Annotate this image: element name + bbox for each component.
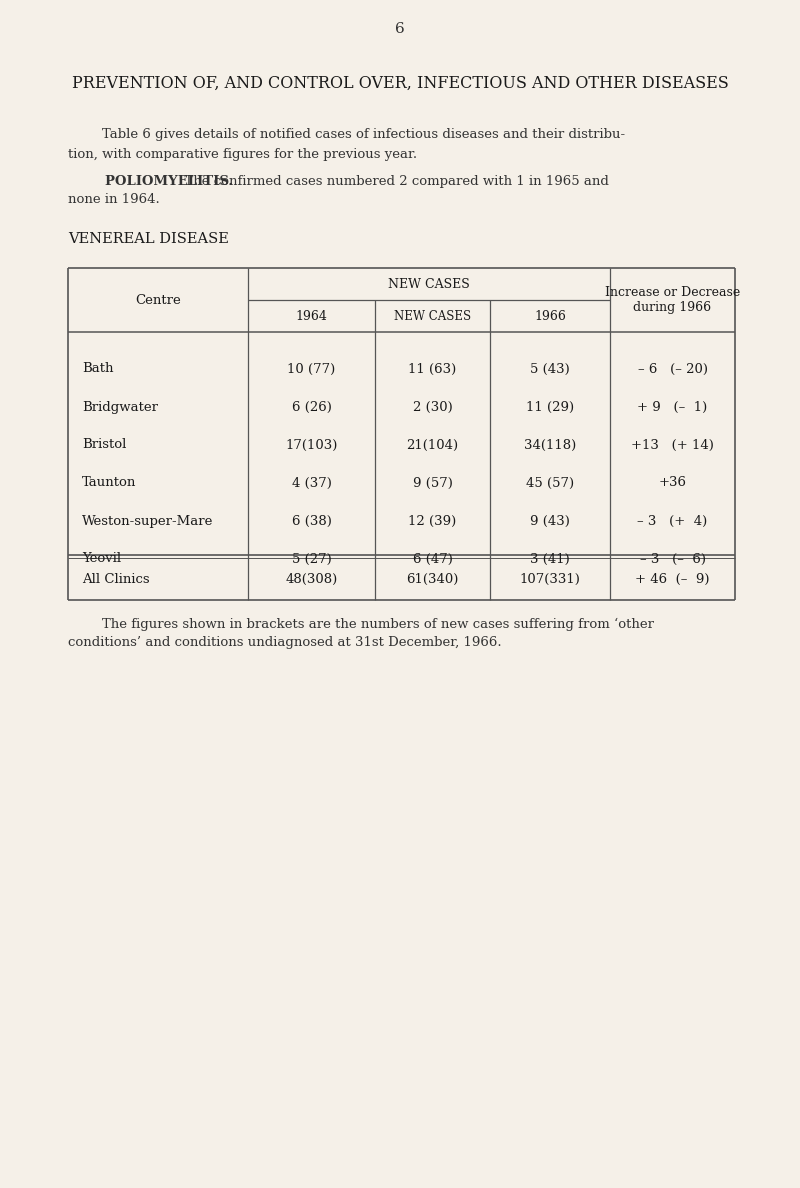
Text: 9 (43): 9 (43): [530, 514, 570, 527]
Text: 5 (43): 5 (43): [530, 362, 570, 375]
Text: Table 6 gives details of notified cases of infectious diseases and their distrib: Table 6 gives details of notified cases …: [68, 128, 625, 141]
Text: 6 (47): 6 (47): [413, 552, 453, 565]
Text: NEW CASES: NEW CASES: [394, 310, 471, 322]
Text: Centre: Centre: [135, 293, 181, 307]
Text: Bridgwater: Bridgwater: [82, 400, 158, 413]
Text: 17(103): 17(103): [286, 438, 338, 451]
Text: 107(331): 107(331): [519, 573, 581, 586]
Text: 6 (26): 6 (26): [291, 400, 331, 413]
Text: 5 (27): 5 (27): [292, 552, 331, 565]
Text: – 6   (– 20): – 6 (– 20): [638, 362, 707, 375]
Text: All Clinics: All Clinics: [82, 573, 150, 586]
Text: Weston-super-Mare: Weston-super-Mare: [82, 514, 214, 527]
Text: 2 (30): 2 (30): [413, 400, 452, 413]
Text: +36: +36: [658, 476, 686, 489]
Text: VENEREAL DISEASE: VENEREAL DISEASE: [68, 232, 229, 246]
Text: Yeovil: Yeovil: [82, 552, 121, 565]
Text: 6: 6: [395, 23, 405, 36]
Text: Bath: Bath: [82, 362, 114, 375]
Text: The confirmed cases numbered 2 compared with 1 in 1965 and: The confirmed cases numbered 2 compared …: [176, 175, 609, 188]
Text: 45 (57): 45 (57): [526, 476, 574, 489]
Text: Taunton: Taunton: [82, 476, 136, 489]
Text: 4 (37): 4 (37): [291, 476, 331, 489]
Text: Increase or Decrease
during 1966: Increase or Decrease during 1966: [605, 286, 740, 314]
Text: 11 (29): 11 (29): [526, 400, 574, 413]
Text: 21(104): 21(104): [406, 438, 458, 451]
Text: 34(118): 34(118): [524, 438, 576, 451]
Text: – 3   (+  4): – 3 (+ 4): [638, 514, 708, 527]
Text: Bristol: Bristol: [82, 438, 126, 451]
Text: 1964: 1964: [295, 310, 327, 322]
Text: 3 (41): 3 (41): [530, 552, 570, 565]
Text: + 9   (–  1): + 9 (– 1): [638, 400, 708, 413]
Text: 1966: 1966: [534, 310, 566, 322]
Text: 11 (63): 11 (63): [408, 362, 457, 375]
Text: 61(340): 61(340): [406, 573, 458, 586]
Text: 10 (77): 10 (77): [287, 362, 336, 375]
Text: none in 1964.: none in 1964.: [68, 192, 160, 206]
Text: NEW CASES: NEW CASES: [388, 278, 470, 291]
Text: 48(308): 48(308): [286, 573, 338, 586]
Text: – 3   (–  6): – 3 (– 6): [639, 552, 706, 565]
Text: tion, with comparative figures for the previous year.: tion, with comparative figures for the p…: [68, 148, 417, 162]
Text: conditions’ and conditions undiagnosed at 31st December, 1966.: conditions’ and conditions undiagnosed a…: [68, 636, 502, 649]
Text: 12 (39): 12 (39): [408, 514, 457, 527]
Text: 9 (57): 9 (57): [413, 476, 453, 489]
Text: POLIOMYELITIS.: POLIOMYELITIS.: [68, 175, 233, 188]
Text: 6 (38): 6 (38): [291, 514, 331, 527]
Text: + 46  (–  9): + 46 (– 9): [635, 573, 710, 586]
Text: +13   (+ 14): +13 (+ 14): [631, 438, 714, 451]
Text: PREVENTION OF, AND CONTROL OVER, INFECTIOUS AND OTHER DISEASES: PREVENTION OF, AND CONTROL OVER, INFECTI…: [72, 75, 728, 91]
Text: The figures shown in brackets are the numbers of new cases suffering from ‘other: The figures shown in brackets are the nu…: [68, 618, 654, 631]
